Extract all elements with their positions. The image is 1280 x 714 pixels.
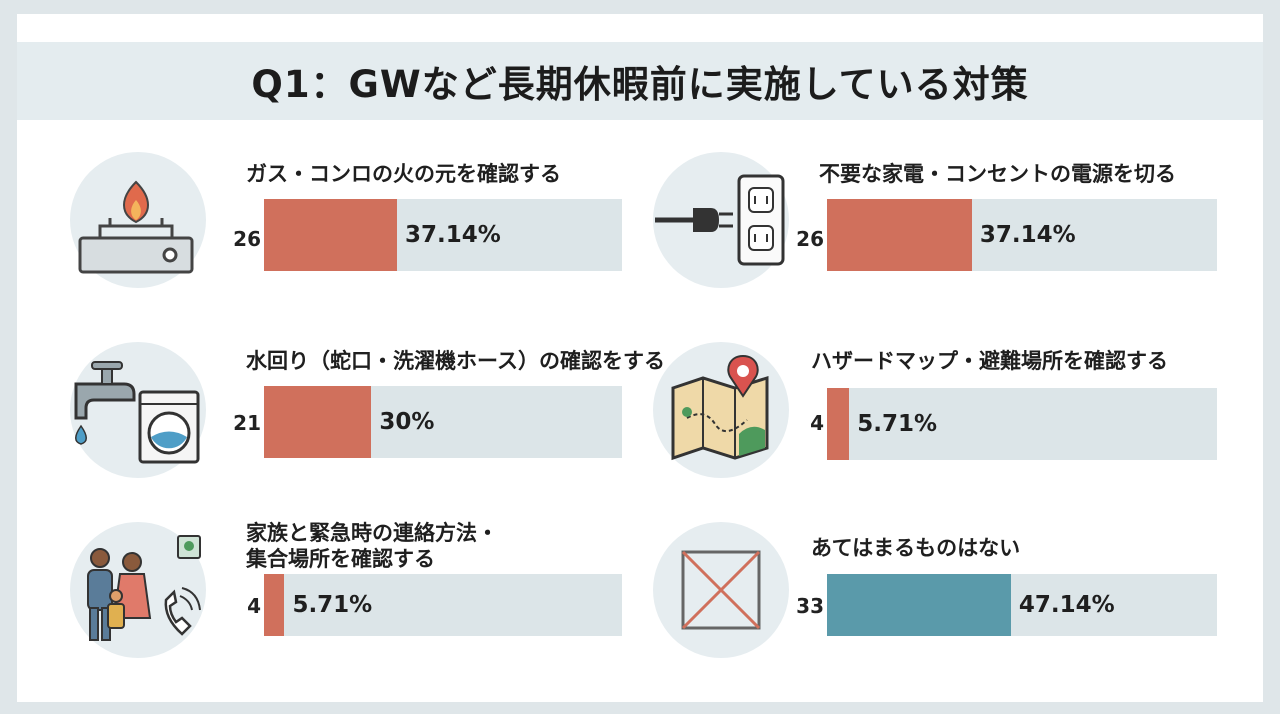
hazard-map-icon xyxy=(653,342,789,478)
count-2: 26 xyxy=(796,227,824,251)
count-6: 33 xyxy=(796,594,824,618)
bar-track-1: 37.14% xyxy=(264,199,622,271)
bar-track-5: 5.71% xyxy=(264,574,622,636)
percent-label-5: 5.71% xyxy=(292,592,373,618)
count-5: 4 xyxy=(247,594,261,618)
title-band: Q1：GWなど長期休暇前に実施している対策 xyxy=(17,42,1263,120)
bar-label-3: 水回り（蛇口・洗濯機ホース）の確認をする xyxy=(246,349,665,373)
bar-label-1: ガス・コンロの火の元を確認する xyxy=(246,162,561,186)
percent-label-6: 47.14% xyxy=(1018,592,1115,618)
count-1: 26 xyxy=(233,227,261,251)
bar-fill-3 xyxy=(264,386,372,458)
faucet-washing-machine-icon xyxy=(70,342,206,478)
bar-label-5-line1: 家族と緊急時の連絡方法・ xyxy=(246,521,498,545)
percent-label-4: 5.71% xyxy=(857,411,938,437)
gas-stove-icon xyxy=(70,152,206,288)
page-title: Q1：GWなど長期休暇前に実施している対策 xyxy=(251,63,1029,106)
power-plug-outlet-icon xyxy=(653,152,789,288)
bar-fill-2 xyxy=(827,199,972,271)
bar-label-2: 不要な家電・コンセントの電源を切る xyxy=(819,162,1176,186)
bar-track-3: 30% xyxy=(264,386,622,458)
bar-label-5-line2: 集合場所を確認する xyxy=(246,547,435,571)
percent-label-3: 30% xyxy=(379,409,435,435)
count-4: 4 xyxy=(810,411,824,435)
family-phone-icon xyxy=(70,522,206,658)
bar-fill-4 xyxy=(827,388,850,460)
bar-fill-5 xyxy=(264,574,285,636)
count-3: 21 xyxy=(233,411,261,435)
bar-track-4: 5.71% xyxy=(827,388,1217,460)
bar-fill-6 xyxy=(827,574,1011,636)
bar-track-6: 47.14% xyxy=(827,574,1217,636)
bar-label-6: あてはまるものはない xyxy=(811,536,1021,560)
bar-label-4: ハザードマップ・避難場所を確認する xyxy=(811,349,1168,373)
cross-box-icon xyxy=(653,522,789,658)
percent-label-1: 37.14% xyxy=(404,222,501,248)
percent-label-2: 37.14% xyxy=(979,222,1076,248)
bar-track-2: 37.14% xyxy=(827,199,1217,271)
infographic-card: Q1：GWなど長期休暇前に実施している対策 ガス・コンロの火の元を確認する 26… xyxy=(17,14,1263,702)
bar-label-5: 家族と緊急時の連絡方法・ 集合場所を確認する xyxy=(246,520,498,572)
bar-fill-1 xyxy=(264,199,397,271)
